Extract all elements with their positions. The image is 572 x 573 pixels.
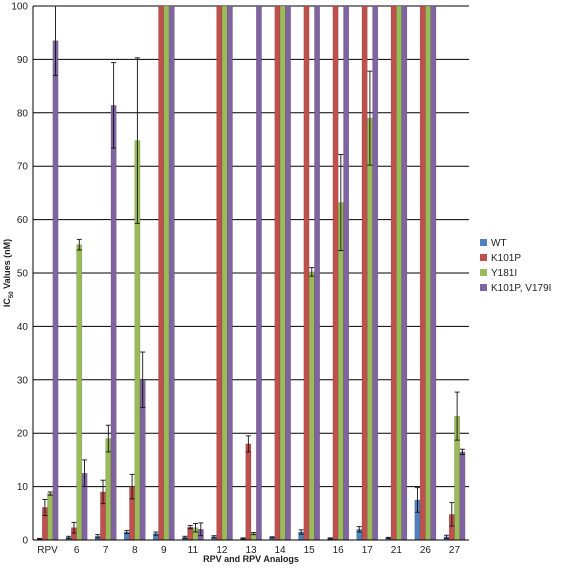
y-tick-label: 50 bbox=[17, 269, 29, 280]
y-tick-label: 30 bbox=[17, 375, 29, 386]
x-tick-label: RPV bbox=[37, 545, 58, 556]
legend-label: K101P bbox=[491, 253, 521, 264]
legend-swatch bbox=[480, 239, 487, 246]
x-tick-label: 9 bbox=[161, 545, 167, 556]
bar bbox=[367, 117, 373, 541]
legend-swatch bbox=[480, 284, 487, 291]
x-tick-label: 21 bbox=[391, 545, 403, 556]
y-tick-label: 60 bbox=[17, 215, 29, 226]
bar bbox=[332, 5, 339, 541]
legend-swatch bbox=[480, 254, 487, 261]
y-axis-title: IC50 Values (nM) bbox=[2, 239, 15, 307]
bar bbox=[226, 5, 233, 541]
bar bbox=[168, 5, 175, 541]
bar bbox=[76, 244, 83, 541]
bar bbox=[216, 5, 223, 541]
bar bbox=[390, 5, 397, 541]
bar bbox=[396, 5, 402, 541]
bar bbox=[430, 5, 437, 541]
y-tick-label: 40 bbox=[17, 322, 29, 333]
error-bars bbox=[37, 5, 465, 540]
legend-label: Y181I bbox=[491, 268, 517, 279]
bar bbox=[314, 5, 320, 541]
bar bbox=[110, 105, 117, 541]
bar bbox=[52, 40, 59, 541]
x-tick-label: 27 bbox=[449, 545, 461, 556]
y-tick-label: 0 bbox=[22, 536, 28, 547]
bar bbox=[285, 5, 291, 541]
bar bbox=[274, 5, 281, 541]
x-tick-label: 8 bbox=[132, 545, 138, 556]
bar bbox=[256, 5, 262, 541]
x-tick-label: 26 bbox=[420, 545, 432, 556]
legend-swatch bbox=[480, 269, 487, 276]
bar bbox=[158, 5, 165, 541]
x-tick-label: 11 bbox=[188, 545, 199, 556]
x-tick-label: 15 bbox=[304, 545, 316, 556]
x-tick-label: 16 bbox=[333, 545, 345, 556]
y-tick-label: 80 bbox=[17, 108, 29, 119]
y-tick-label: 10 bbox=[17, 482, 29, 493]
bar bbox=[459, 451, 466, 541]
axes: 0 10 20 30 40 50 60 70 80 90 100 RPV 6 7 8 9 11 12 13 14 15 1… bbox=[2, 2, 469, 564]
bar bbox=[401, 5, 408, 541]
bar bbox=[303, 5, 310, 541]
y-tick-label: 100 bbox=[11, 2, 28, 13]
bar bbox=[372, 5, 379, 541]
bar bbox=[163, 5, 170, 541]
bar bbox=[361, 5, 368, 541]
x-tick-label: 12 bbox=[216, 545, 228, 556]
bar bbox=[279, 5, 286, 541]
y-tick-label: 70 bbox=[17, 162, 29, 173]
x-tick-label: 14 bbox=[275, 545, 287, 556]
y-tick-label: 90 bbox=[17, 55, 29, 66]
y-tick-label: 20 bbox=[17, 429, 29, 440]
x-axis-title: RPV and RPV Analogs bbox=[203, 554, 299, 564]
x-tick-label: 6 bbox=[74, 545, 80, 556]
x-tick-label: 7 bbox=[103, 545, 109, 556]
bar bbox=[47, 493, 54, 541]
bar bbox=[308, 271, 315, 541]
legend: WT K101P Y181I K101P, V179I bbox=[480, 238, 551, 294]
x-tick-label: 13 bbox=[245, 545, 257, 556]
bar bbox=[425, 5, 431, 541]
bar bbox=[105, 438, 112, 541]
legend-label: WT bbox=[491, 238, 507, 249]
bar bbox=[419, 5, 426, 541]
bars bbox=[36, 5, 466, 541]
bar bbox=[221, 5, 228, 541]
bar bbox=[245, 443, 252, 541]
bar bbox=[337, 202, 344, 541]
x-tick-label: 17 bbox=[362, 545, 374, 556]
bar bbox=[343, 5, 350, 541]
legend-label: K101P, V179I bbox=[491, 283, 551, 294]
